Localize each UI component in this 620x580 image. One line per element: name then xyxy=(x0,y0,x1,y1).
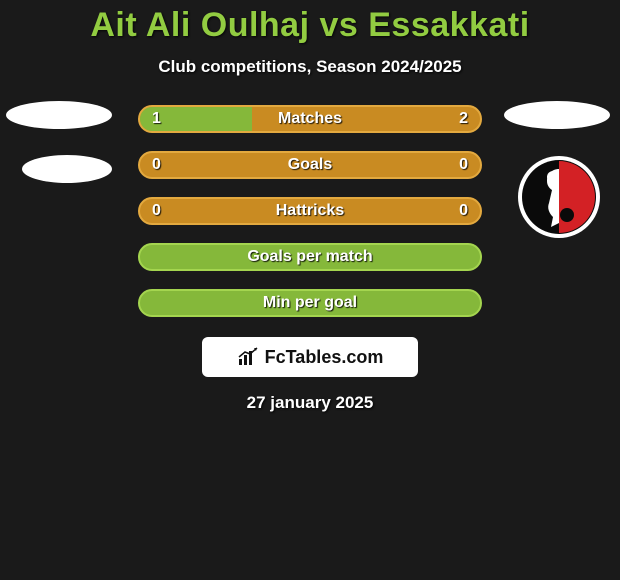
comparison-card: Ait Ali Oulhaj vs Essakkati Club competi… xyxy=(0,0,620,580)
title: Ait Ali Oulhaj vs Essakkati xyxy=(0,0,620,45)
placeholder-ellipse xyxy=(6,101,112,129)
team-logo-right xyxy=(504,101,614,239)
stat-value-right: 2 xyxy=(459,110,468,128)
club-badge-icon xyxy=(509,155,609,239)
subtitle: Club competitions, Season 2024/2025 xyxy=(0,57,620,77)
stat-label: Matches xyxy=(278,110,342,128)
chart-icon xyxy=(237,347,261,367)
team-logo-left xyxy=(6,101,116,209)
placeholder-ellipse xyxy=(22,155,112,183)
stat-label: Hattricks xyxy=(276,202,344,220)
stat-value-right: 0 xyxy=(459,156,468,174)
stat-value-left: 0 xyxy=(152,156,161,174)
stat-bars: 1 Matches 2 0 Goals 0 0 Hattricks 0 Goals per mat… xyxy=(138,105,482,317)
stat-value-left: 1 xyxy=(152,110,161,128)
stats-area: 1 Matches 2 0 Goals 0 0 Hattricks 0 Goals per mat… xyxy=(0,105,620,317)
stat-bar: 1 Matches 2 xyxy=(138,105,482,133)
stat-value-right: 0 xyxy=(459,202,468,220)
stat-value-left: 0 xyxy=(152,202,161,220)
stat-bar: Goals per match xyxy=(138,243,482,271)
stat-label: Min per goal xyxy=(263,294,357,312)
stat-label: Goals per match xyxy=(247,248,372,266)
brand-text: FcTables.com xyxy=(265,347,384,368)
stat-bar: 0 Hattricks 0 xyxy=(138,197,482,225)
placeholder-ellipse xyxy=(504,101,610,129)
stat-bar: 0 Goals 0 xyxy=(138,151,482,179)
brand-logo: FcTables.com xyxy=(202,337,418,377)
date-label: 27 january 2025 xyxy=(0,393,620,413)
stat-bar: Min per goal xyxy=(138,289,482,317)
stat-label: Goals xyxy=(288,156,332,174)
